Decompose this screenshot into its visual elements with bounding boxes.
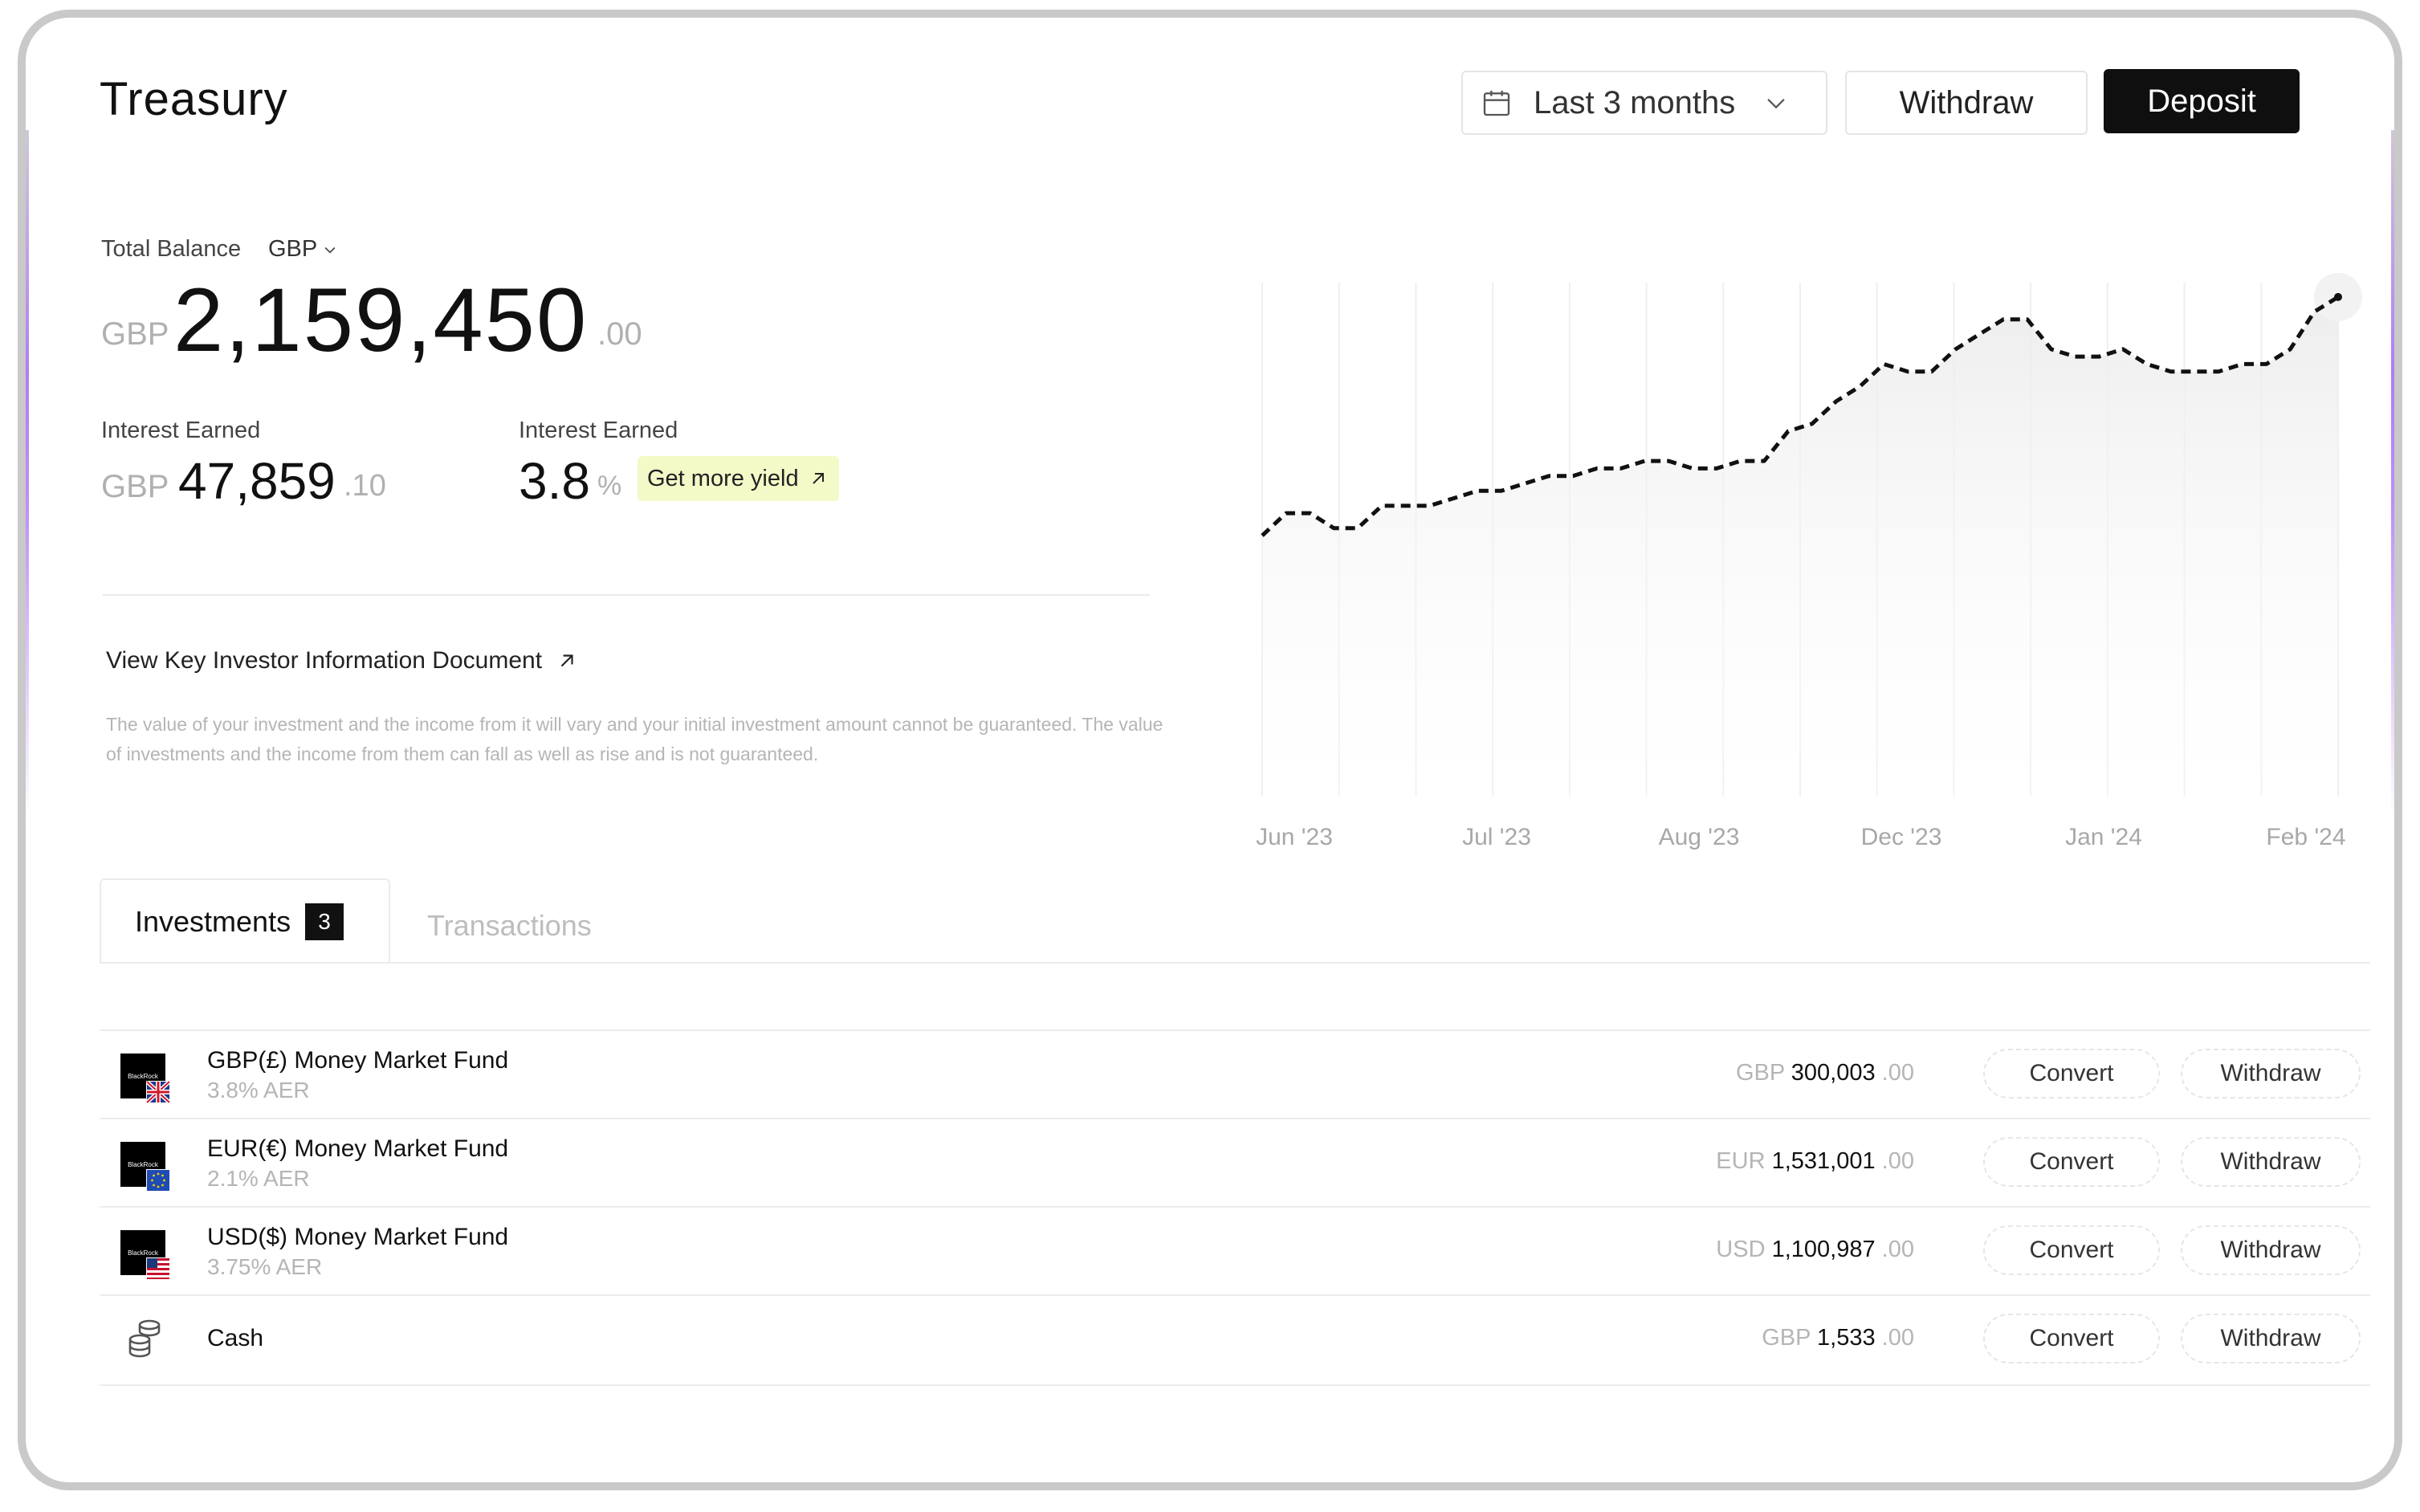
- investment-row[interactable]: BlackRock EUR(€) Money Market Fund 2.1% …: [100, 1118, 2370, 1208]
- arrow-up-right-icon: [560, 654, 573, 667]
- interest-decimals: .10: [344, 469, 386, 503]
- currency-selector[interactable]: GBP: [268, 236, 338, 263]
- convert-button[interactable]: Convert: [1983, 1314, 2160, 1363]
- us-flag-icon: [146, 1257, 170, 1280]
- investment-row[interactable]: Cash GBP 1,533 .00 Convert Withdraw: [100, 1294, 2370, 1386]
- fund-currency: EUR: [1716, 1148, 1766, 1174]
- fund-name: Cash: [207, 1325, 264, 1351]
- calendar-icon: [1483, 91, 1510, 116]
- fund-currency: USD: [1716, 1237, 1766, 1262]
- chart-point: [2334, 292, 2342, 301]
- chart-area: [1262, 296, 2338, 797]
- tab-investments-label: Investments: [135, 905, 291, 938]
- fund-name: EUR(€) Money Market Fund: [207, 1135, 509, 1162]
- chart-x-tick-label: Dec '23: [1861, 824, 1942, 850]
- withdraw-button[interactable]: Withdraw: [2181, 1049, 2361, 1098]
- withdraw-button[interactable]: Withdraw: [2181, 1314, 2361, 1363]
- fund-value: 1,531,001: [1771, 1148, 1876, 1174]
- fund-decimals: .00: [1881, 1148, 1914, 1174]
- chart-x-tick-label: Jul '23: [1462, 824, 1531, 850]
- date-range-label: Last 3 months: [1534, 84, 1736, 120]
- fund-amount: GBP 300,003 .00: [1736, 1060, 1914, 1086]
- uk-flag-icon: [146, 1081, 170, 1103]
- kiid-link[interactable]: View Key Investor Information Document: [106, 647, 577, 674]
- chevron-down-icon: [324, 247, 336, 254]
- balance-currency: GBP: [101, 316, 169, 352]
- fund-rate: 2.1% AER: [207, 1166, 310, 1191]
- coins-icon: [128, 1319, 161, 1358]
- fund-rate: 3.8% AER: [207, 1078, 310, 1102]
- investment-disclaimer: The value of your investment and the inc…: [106, 714, 1163, 764]
- balance-amount: 2,159,450: [173, 270, 589, 370]
- tab-transactions[interactable]: Transactions: [427, 909, 592, 942]
- interest-earned-label: Interest Earned: [101, 418, 261, 443]
- interest-rate-label: Interest Earned: [519, 418, 678, 443]
- withdraw-button[interactable]: Withdraw: [2181, 1225, 2361, 1275]
- fund-currency: GBP: [1736, 1060, 1785, 1086]
- fund-name: USD($) Money Market Fund: [207, 1224, 509, 1250]
- deposit-button[interactable]: Deposit: [2104, 69, 2300, 133]
- chevron-down-icon: [1767, 98, 1785, 109]
- investments-count-badge: 3: [305, 903, 344, 940]
- interest-rate-unit: %: [597, 471, 622, 501]
- fund-currency: GBP: [1762, 1325, 1811, 1351]
- withdraw-button[interactable]: Withdraw: [2181, 1137, 2361, 1187]
- fund-name: GBP(£) Money Market Fund: [207, 1047, 509, 1074]
- chart-x-tick-label: Jan '24: [2065, 824, 2142, 850]
- date-range-select[interactable]: Last 3 months: [1461, 71, 1827, 135]
- fund-rate: 3.75% AER: [207, 1254, 323, 1279]
- investment-row[interactable]: BlackRock GBP(£) Money Market Fund 3.8% …: [100, 1029, 2370, 1119]
- fund-amount: GBP 1,533 .00: [1762, 1325, 1914, 1351]
- fund-value: 300,003: [1791, 1060, 1876, 1086]
- fund-value: 1,100,987: [1771, 1237, 1876, 1262]
- investment-row[interactable]: BlackRock USD($) Money Market Fund 3.75%…: [100, 1206, 2370, 1296]
- convert-button[interactable]: Convert: [1983, 1137, 2160, 1187]
- total-balance-label: Total Balance: [101, 236, 242, 262]
- kiid-link-label: View Key Investor Information Document: [106, 647, 543, 674]
- chart-x-tick-label: Feb '24: [2266, 824, 2345, 850]
- fund-amount: USD 1,100,987 .00: [1716, 1237, 1914, 1263]
- fund-decimals: .00: [1881, 1325, 1914, 1351]
- fund-value: 1,533: [1817, 1325, 1876, 1351]
- page-title: Treasury: [100, 73, 288, 125]
- balance-chart: Jun '23 Jul '23 Aug '23 Dec '23 Jan '24 Feb '…: [1256, 272, 2362, 850]
- fund-decimals: .00: [1881, 1237, 1914, 1262]
- currency-selector-label: GBP: [268, 236, 318, 262]
- section-divider: [103, 594, 1150, 596]
- tabs-divider: [100, 962, 2370, 964]
- balance-decimals: .00: [597, 316, 642, 352]
- arrow-up-right-icon: [812, 473, 824, 484]
- app-window: Treasury Last 3 months Withdraw Deposit …: [18, 10, 2402, 1490]
- get-more-yield-label: Get more yield: [647, 465, 799, 491]
- tab-investments[interactable]: Investments 3: [100, 878, 390, 964]
- withdraw-button[interactable]: Withdraw: [1845, 71, 2088, 135]
- interest-currency: GBP: [101, 469, 169, 504]
- get-more-yield-button[interactable]: Get more yield: [638, 456, 839, 501]
- chart-series-line: [1261, 295, 2340, 537]
- interest-rate-value: 3.8: [519, 452, 590, 510]
- interest-amount: 47,859: [178, 452, 336, 510]
- fund-amount: EUR 1,531,001 .00: [1716, 1148, 1914, 1175]
- chart-x-tick-label: Aug '23: [1659, 824, 1740, 850]
- eu-flag-icon: [146, 1169, 170, 1192]
- chart-x-tick-label: Jun '23: [1256, 824, 1333, 850]
- fund-decimals: .00: [1881, 1060, 1914, 1086]
- convert-button[interactable]: Convert: [1983, 1225, 2160, 1275]
- convert-button[interactable]: Convert: [1983, 1049, 2160, 1098]
